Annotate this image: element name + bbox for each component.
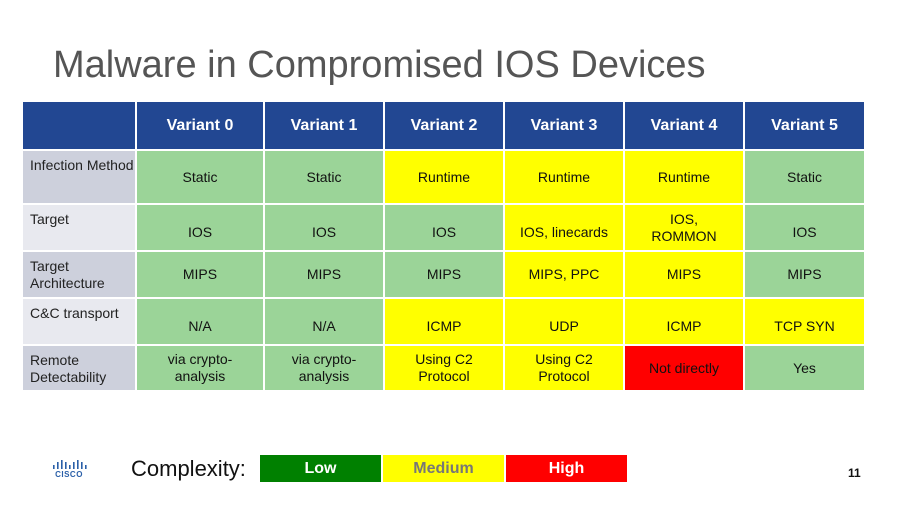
- table-cell: Using C2 Protocol: [385, 346, 503, 390]
- table-row: Remote Detectability via crypto-analysis…: [23, 346, 864, 390]
- table-cell: MIPS: [625, 252, 743, 297]
- table-cell: Runtime: [505, 151, 623, 203]
- table-cell: Not directly: [625, 346, 743, 390]
- table-cell: IOS: [265, 205, 383, 250]
- table-cell: N/A: [137, 299, 263, 344]
- table-cell: ICMP: [385, 299, 503, 344]
- row-label-remote-detectability: Remote Detectability: [23, 346, 135, 390]
- table-cell: IOS: [745, 205, 864, 250]
- table-header-row: Variant 0 Variant 1 Variant 2 Variant 3 …: [23, 102, 864, 149]
- table-cell: N/A: [265, 299, 383, 344]
- table-cell: MIPS: [265, 252, 383, 297]
- table-cell: IOS: [137, 205, 263, 250]
- header-variant-1: Variant 1: [265, 102, 383, 149]
- table-cell: MIPS: [385, 252, 503, 297]
- variant-comparison-table: Variant 0 Variant 1 Variant 2 Variant 3 …: [21, 100, 866, 392]
- header-variant-4: Variant 4: [625, 102, 743, 149]
- row-label-target: Target: [23, 205, 135, 250]
- table-cell: ICMP: [625, 299, 743, 344]
- header-variant-3: Variant 3: [505, 102, 623, 149]
- table-cell: Runtime: [385, 151, 503, 203]
- table-cell: MIPS, PPC: [505, 252, 623, 297]
- table-row: Infection Method Static Static Runtime R…: [23, 151, 864, 203]
- complexity-legend-label: Complexity:: [131, 456, 246, 481]
- table-cell: Static: [745, 151, 864, 203]
- table-cell: via crypto-analysis: [137, 346, 263, 390]
- complexity-legend: Low Medium High: [260, 455, 627, 482]
- table-cell: TCP SYN: [745, 299, 864, 344]
- cisco-logo-text: CISCO: [55, 470, 83, 479]
- table-cell: MIPS: [137, 252, 263, 297]
- header-corner: [23, 102, 135, 149]
- row-label-target-architecture: Target Architecture: [23, 252, 135, 297]
- table-cell: UDP: [505, 299, 623, 344]
- table-cell: Static: [137, 151, 263, 203]
- table-row: Target IOS IOS IOS IOS, linecards IOS, R…: [23, 205, 864, 250]
- table-cell: Yes: [745, 346, 864, 390]
- header-variant-5: Variant 5: [745, 102, 864, 149]
- table-cell: IOS, ROMMON: [625, 205, 743, 250]
- row-label-infection-method: Infection Method: [23, 151, 135, 203]
- row-label-cc-transport: C&C transport: [23, 299, 135, 344]
- table-row: C&C transport N/A N/A ICMP UDP ICMP TCP …: [23, 299, 864, 344]
- cisco-logo: CISCO: [51, 458, 87, 480]
- legend-medium: Medium: [383, 455, 504, 482]
- cisco-bars-icon: [53, 460, 87, 469]
- legend-high: High: [506, 455, 627, 482]
- legend-low: Low: [260, 455, 381, 482]
- table-cell: Using C2 Protocol: [505, 346, 623, 390]
- table-row: Target Architecture MIPS MIPS MIPS MIPS,…: [23, 252, 864, 297]
- table-cell: IOS, linecards: [505, 205, 623, 250]
- header-variant-0: Variant 0: [137, 102, 263, 149]
- table-cell: MIPS: [745, 252, 864, 297]
- table-cell: Runtime: [625, 151, 743, 203]
- table-cell: Static: [265, 151, 383, 203]
- page-number: 11: [848, 466, 861, 480]
- table-cell: via crypto-analysis: [265, 346, 383, 390]
- slide-title: Malware in Compromised IOS Devices: [53, 44, 706, 86]
- header-variant-2: Variant 2: [385, 102, 503, 149]
- table-cell: IOS: [385, 205, 503, 250]
